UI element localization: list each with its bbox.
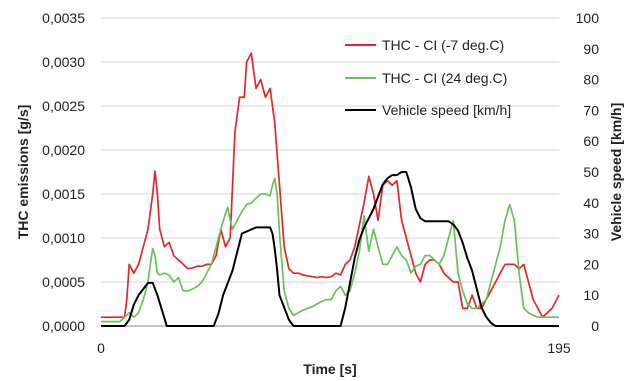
y-axis-title: THC emissions [g/s] bbox=[15, 105, 31, 240]
right-tick-label: 60 bbox=[583, 133, 599, 149]
right-tick-label: 90 bbox=[583, 41, 599, 57]
left-tick-label: 0,0010 bbox=[42, 230, 85, 246]
right-tick-label: 40 bbox=[583, 195, 599, 211]
right-tick-label: 70 bbox=[583, 102, 599, 118]
x-tick-label: 195 bbox=[547, 340, 571, 356]
x-axis-title: Time [s] bbox=[303, 361, 356, 377]
left-tick-label: 0,0005 bbox=[42, 274, 85, 290]
legend-label-series-2: Vehicle speed [km/h] bbox=[382, 102, 511, 118]
right-tick-label: 100 bbox=[576, 10, 600, 26]
right-tick-label: 30 bbox=[583, 226, 599, 242]
left-tick-label: 0,0030 bbox=[42, 54, 85, 70]
left-axis-tick-labels: 0,0000 0,0005 0,0010 0,0015 0,0020 0,0025 0,00… bbox=[42, 10, 85, 334]
series-line-1 bbox=[101, 177, 559, 323]
x-axis-tick-labels: 0 195 bbox=[97, 340, 571, 356]
series-line-0 bbox=[101, 52, 560, 319]
right-tick-label: 0 bbox=[591, 318, 599, 334]
series-line-2 bbox=[101, 171, 559, 327]
series-lines bbox=[101, 52, 560, 327]
right-tick-label: 50 bbox=[583, 164, 599, 180]
left-tick-label: 0,0015 bbox=[42, 186, 85, 202]
right-tick-label: 80 bbox=[583, 72, 599, 88]
left-tick-label: 0,0035 bbox=[42, 10, 85, 26]
legend: THC - CI (-7 deg.C) THC - CI (24 deg.C) … bbox=[345, 37, 511, 118]
right-tick-label: 20 bbox=[583, 256, 599, 272]
left-tick-label: 0,0025 bbox=[42, 98, 85, 114]
legend-label-series-0: THC - CI (-7 deg.C) bbox=[382, 37, 504, 53]
left-tick-label: 0,0000 bbox=[42, 318, 85, 334]
legend-label-series-1: THC - CI (24 deg.C) bbox=[382, 70, 507, 86]
right-tick-label: 10 bbox=[583, 287, 599, 303]
left-tick-label: 0,0020 bbox=[42, 142, 85, 158]
x-tick-label: 0 bbox=[97, 340, 105, 356]
gridlines bbox=[101, 17, 559, 283]
right-axis-tick-labels: 0 10 20 30 40 50 60 70 80 90 100 bbox=[576, 10, 600, 334]
y2-axis-title: Vehicle speed [km/h] bbox=[608, 103, 624, 242]
